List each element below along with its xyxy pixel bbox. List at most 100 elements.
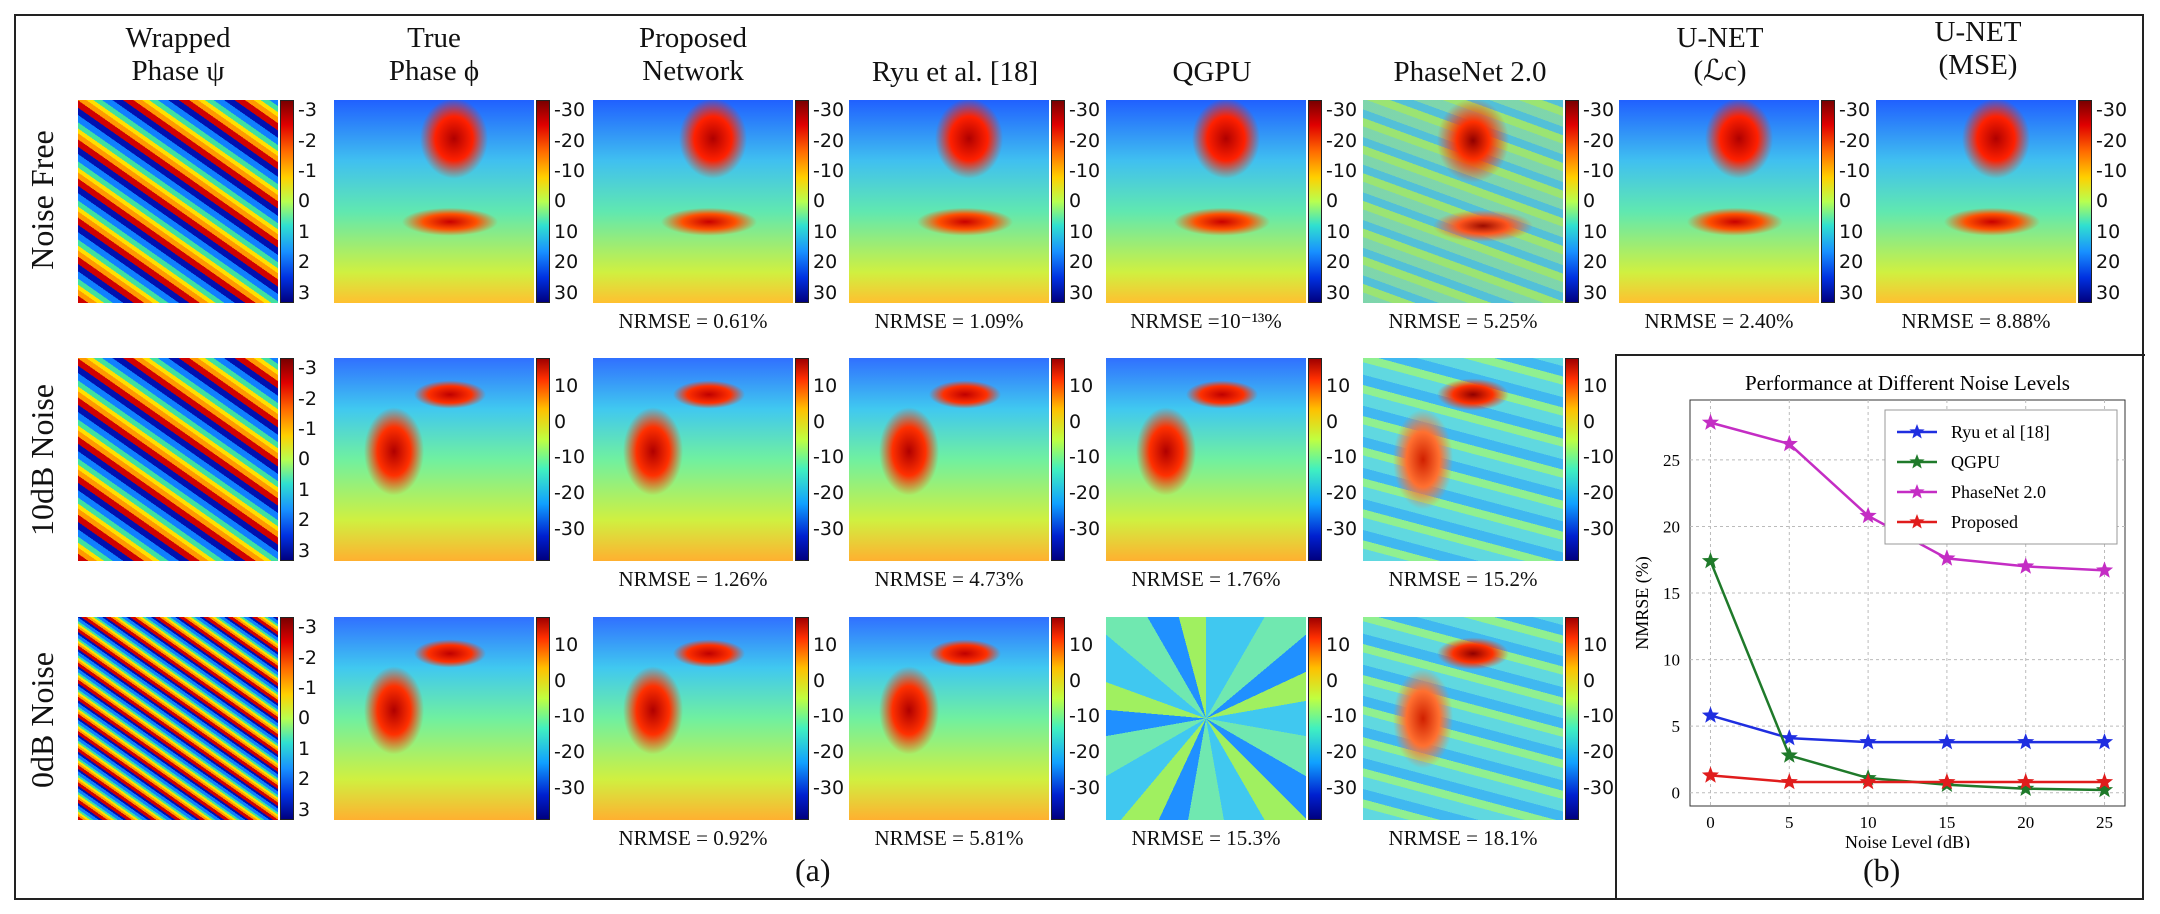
colorbar-tick-label: 20 [1839, 251, 1864, 273]
colorbar-tick-label: -20 [554, 130, 586, 152]
colorbar-tick-label: 20 [1583, 251, 1608, 273]
colorbar-tick-label: -30 [2096, 99, 2128, 121]
panel-noise-free-col7: -30 -20 -10 0 10 20 30 [1876, 100, 2131, 303]
y-tick-label: 25 [1663, 451, 1680, 470]
col-header-qgpu: QGPU [1172, 56, 1252, 88]
legend-entry: QGPU [1951, 452, 2000, 472]
chart-title: Performance at Different Noise Levels [1745, 371, 2070, 395]
y-tick-label: 5 [1672, 717, 1681, 736]
col-header-phasenet: PhaseNet 2.0 [1393, 56, 1547, 88]
colorbar-tick-label: -10 [813, 705, 845, 727]
panel-wrapped-row2: -3 -2 -1 0 1 2 3 [78, 358, 333, 561]
colorbar-tick-label: 3 [298, 540, 311, 562]
colorbar-tick-label: 10 [1069, 634, 1094, 656]
colorbar-tick-label: 1 [298, 479, 311, 501]
colorbar-tick-label: -30 [1069, 99, 1101, 121]
colorbar [536, 100, 550, 303]
subcaption-a: (a) [795, 852, 831, 888]
colorbar [1821, 100, 1835, 303]
series-marker-star [2096, 733, 2114, 750]
phase-map-image [78, 100, 278, 303]
colorbar-tick-label: -10 [1583, 446, 1615, 468]
nrmse-label: NRMSE = 5.25% [1388, 309, 1538, 333]
colorbar-tick-label: -20 [1326, 741, 1358, 763]
colorbar [1051, 100, 1065, 303]
colorbar-tick-label: 10 [813, 375, 838, 397]
colorbar [795, 358, 809, 561]
series-line [1710, 714, 2105, 744]
colorbar-tick-label: -30 [554, 99, 586, 121]
colorbar-tick-label: 0 [298, 448, 311, 470]
colorbar-tick-label: 0 [1069, 190, 1082, 212]
colorbar-tick-label: -30 [1326, 777, 1358, 799]
colorbar-tick-label: 0 [1326, 670, 1339, 692]
colorbar-tick-label: 3 [298, 282, 311, 304]
colorbar-tick-label: -2 [298, 388, 317, 410]
colorbar-tick-label: -20 [554, 482, 586, 504]
phase-map-image [849, 100, 1049, 303]
colorbar-tick-label: -20 [813, 482, 845, 504]
phase-map-image [1106, 617, 1306, 820]
colorbar-tick-label: -30 [1326, 99, 1358, 121]
colorbar-tick-label: -10 [1069, 446, 1101, 468]
colorbar [2078, 100, 2092, 303]
series-marker-star [1780, 434, 1798, 452]
phase-map-image [334, 358, 534, 561]
colorbar-tick-label: 2 [298, 768, 311, 790]
series-marker-star [1909, 514, 1925, 529]
x-tick-label: 5 [1785, 813, 1794, 832]
nrmse-label: NRMSE = 1.26% [618, 567, 768, 591]
colorbar-tick-label: -10 [554, 160, 586, 182]
row-label-10db: 10dB Noise [24, 384, 60, 536]
colorbar-tick-label: -10 [1326, 160, 1358, 182]
series-marker-star [1938, 773, 1956, 790]
panel-row3-col3: 10 0 -10 -20 -30 [849, 617, 1104, 820]
colorbar-tick-label: -20 [554, 741, 586, 763]
colorbar-tick-label: -10 [1069, 160, 1101, 182]
nrmse-label: NRMSE = 4.73% [874, 567, 1024, 591]
y-tick-label: 20 [1663, 517, 1680, 536]
colorbar-tick-label: 10 [1583, 375, 1608, 397]
colorbar-tick-label: -30 [554, 777, 586, 799]
series-marker-star [1909, 454, 1925, 469]
colorbar-tick-label: 10 [2096, 221, 2121, 243]
colorbar-tick-label: -10 [813, 160, 845, 182]
colorbar [1051, 358, 1065, 561]
phase-map-image [849, 617, 1049, 820]
nrmse-label: NRMSE = 2.40% [1644, 309, 1794, 333]
col-header-unet-lc: U-NET (ℒc) [1676, 22, 1764, 87]
colorbar-tick-label: 0 [2096, 190, 2109, 212]
series-marker-star [2017, 779, 2035, 796]
series-marker-star [2017, 557, 2035, 574]
colorbar-tick-label: -10 [813, 446, 845, 468]
colorbar-tick-label: 0 [813, 411, 826, 433]
x-tick-label: 25 [2096, 813, 2113, 832]
legend-entry: Proposed [1951, 512, 2018, 532]
col-header-proposed: Proposed Network [639, 22, 747, 87]
colorbar-tick-label: 0 [1326, 190, 1339, 212]
colorbar-tick-label: -30 [1069, 518, 1101, 540]
phase-map-image [593, 100, 793, 303]
colorbar-tick-label: 30 [1583, 282, 1608, 304]
series-marker-star [2017, 773, 2035, 790]
nrmse-label: NRMSE = 8.88% [1901, 309, 2051, 333]
series-marker-star [1701, 766, 1719, 783]
series-marker-star [1780, 729, 1798, 746]
colorbar-tick-label: 10 [1069, 221, 1094, 243]
panel-noise-free-col6: -30 -20 -10 0 10 20 30 [1619, 100, 1874, 303]
colorbar-tick-label: -30 [1326, 518, 1358, 540]
colorbar-tick-label: -3 [298, 357, 317, 379]
series-marker-star [1859, 733, 1877, 750]
colorbar-tick-label: -20 [1069, 130, 1101, 152]
y-tick-label: 15 [1663, 584, 1680, 603]
colorbar-tick-label: 10 [1839, 221, 1864, 243]
colorbar-tick-label: 0 [298, 707, 311, 729]
y-tick-label: 0 [1672, 784, 1681, 803]
colorbar [1565, 358, 1579, 561]
series-marker-star [1780, 746, 1798, 763]
colorbar [1308, 100, 1322, 303]
colorbar-tick-label: -3 [298, 616, 317, 638]
phase-map-image [593, 358, 793, 561]
colorbar [1565, 100, 1579, 303]
panel-b-frame [1615, 354, 2145, 900]
